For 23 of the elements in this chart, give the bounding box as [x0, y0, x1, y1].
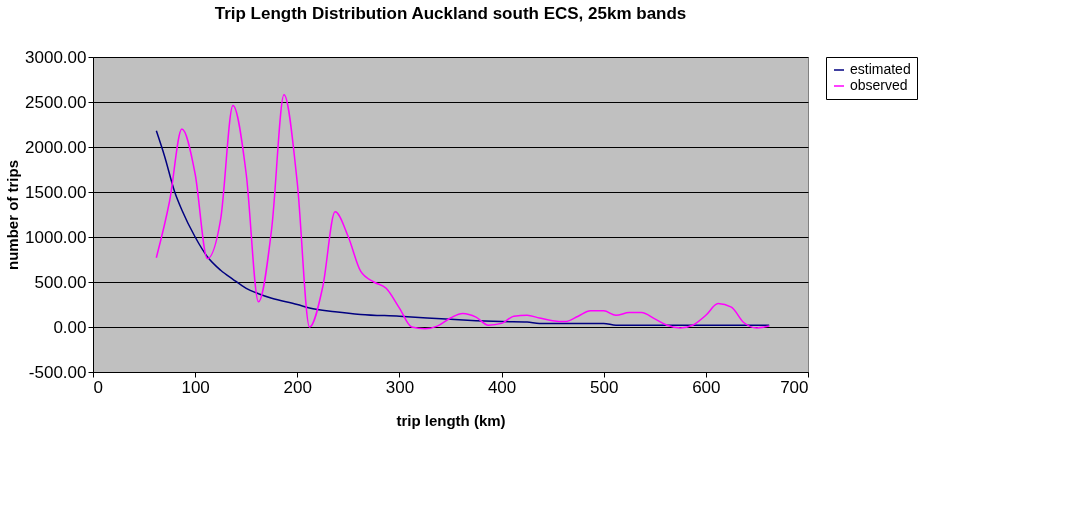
- line-series: [155, 94, 770, 330]
- y-axis-title: number of trips: [4, 159, 22, 271]
- x-tick-label: 500: [590, 377, 619, 397]
- y-tick-label: 500.00: [34, 272, 87, 292]
- chart-title: Trip Length Distribution Auckland south ECS, 25km bands: [214, 4, 687, 23]
- y-tick-label: 1500.00: [25, 182, 87, 202]
- x-tick-label: 200: [283, 377, 312, 397]
- y-tick-label: 0.00: [53, 317, 87, 337]
- y-tick-label: 3000.00: [25, 47, 87, 67]
- y-tick-label: 2000.00: [25, 137, 87, 157]
- x-tick-label: 400: [487, 377, 517, 397]
- legend-label: observed: [850, 77, 908, 93]
- x-tick-label: 0: [93, 377, 103, 397]
- x-tick-label: 300: [385, 377, 415, 397]
- x-axis-title: trip length (km): [396, 411, 506, 429]
- y-tick-label: -500.00: [28, 362, 87, 382]
- legend-label: estimated: [850, 61, 911, 77]
- x-tick-label: 100: [181, 377, 210, 397]
- x-tick-label: 700: [780, 377, 809, 397]
- line-series: [155, 130, 770, 326]
- y-tick-label: 2500.00: [25, 92, 87, 112]
- x-tick-label: 600: [692, 377, 721, 397]
- y-tick-label: 1000.00: [25, 227, 87, 247]
